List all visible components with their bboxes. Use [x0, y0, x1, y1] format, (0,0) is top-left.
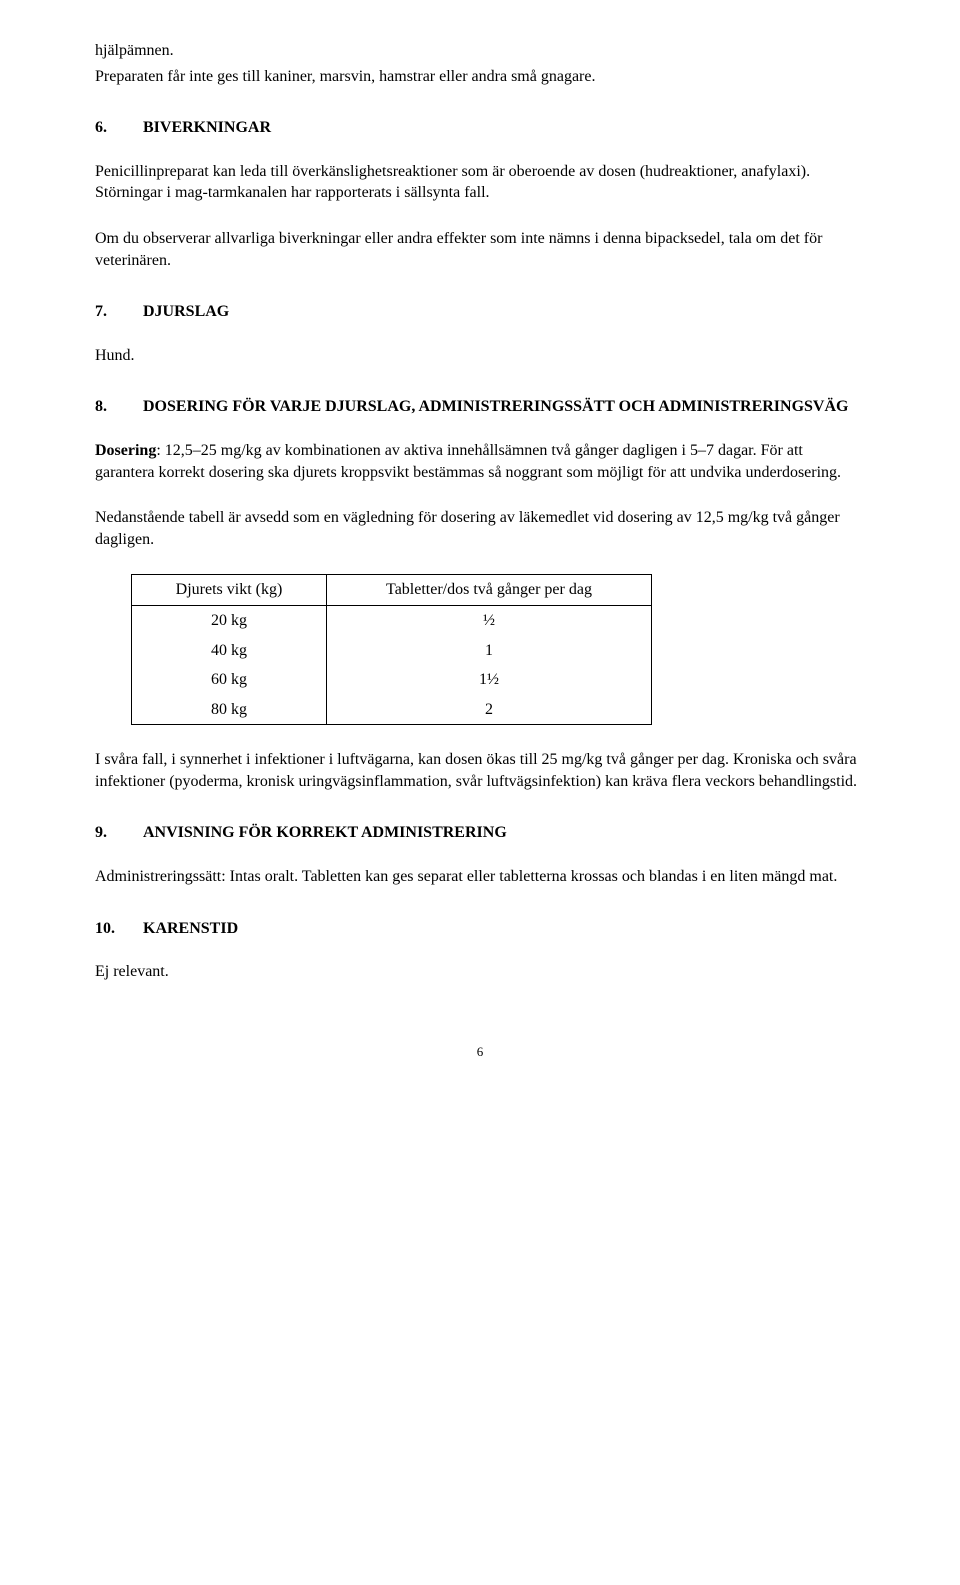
section-6-title: BIVERKNINGAR: [143, 117, 865, 139]
intro-line-1: hjälpämnen.: [95, 40, 865, 62]
dosage-table: Djurets vikt (kg) Tabletter/dos två gång…: [131, 574, 652, 725]
dosering-label: Dosering: [95, 442, 156, 459]
cell-dose: 2: [327, 695, 652, 725]
section-8-p3: I svåra fall, i synnerhet i infektioner …: [95, 749, 865, 792]
section-9-text: Administreringssätt: Intas oralt. Tablet…: [95, 866, 865, 888]
section-8-heading: 8. DOSERING FÖR VARJE DJURSLAG, ADMINIST…: [95, 396, 865, 418]
section-6-number: 6.: [95, 117, 143, 139]
section-7-body: Hund.: [95, 345, 865, 367]
section-9-title: ANVISNING FÖR KORREKT ADMINISTRERING: [143, 822, 865, 844]
table-row: 60 kg 1½: [132, 665, 652, 695]
cell-weight: 80 kg: [132, 695, 327, 725]
section-7-heading: 7. DJURSLAG: [95, 301, 865, 323]
table-row: 20 kg ½: [132, 605, 652, 635]
section-9-number: 9.: [95, 822, 143, 844]
section-8-p2: Nedanstående tabell är avsedd som en väg…: [95, 507, 865, 550]
section-8-p1: Dosering: 12,5–25 mg/kg av kombinationen…: [95, 440, 865, 483]
cell-dose: 1: [327, 636, 652, 666]
section-6-p1: Penicillinpreparat kan leda till överkän…: [95, 161, 865, 204]
col-header-weight: Djurets vikt (kg): [132, 575, 327, 606]
section-7-number: 7.: [95, 301, 143, 323]
cell-dose: 1½: [327, 665, 652, 695]
section-9-body: Administreringssätt: Intas oralt. Tablet…: [95, 866, 865, 888]
section-6-body-2: Om du observerar allvarliga biverkningar…: [95, 228, 865, 271]
col-header-dose: Tabletter/dos två gånger per dag: [327, 575, 652, 606]
cell-dose: ½: [327, 605, 652, 635]
table-row: 40 kg 1: [132, 636, 652, 666]
table-header-row: Djurets vikt (kg) Tabletter/dos två gång…: [132, 575, 652, 606]
section-10-title: KARENSTID: [143, 918, 865, 940]
section-8-p3-text: I svåra fall, i synnerhet i infektioner …: [95, 749, 865, 792]
dosering-rest: : 12,5–25 mg/kg av kombinationen av akti…: [95, 442, 841, 481]
intro-block: hjälpämnen. Preparaten får inte ges till…: [95, 40, 865, 87]
page-container: hjälpämnen. Preparaten får inte ges till…: [0, 0, 960, 1100]
section-6-body: Penicillinpreparat kan leda till överkän…: [95, 161, 865, 204]
section-7-title: DJURSLAG: [143, 301, 865, 323]
section-8-title: DOSERING FÖR VARJE DJURSLAG, ADMINISTRER…: [143, 396, 865, 418]
cell-weight: 60 kg: [132, 665, 327, 695]
section-10-number: 10.: [95, 918, 143, 940]
cell-weight: 40 kg: [132, 636, 327, 666]
section-8-p2-text: Nedanstående tabell är avsedd som en väg…: [95, 507, 865, 550]
section-9-heading: 9. ANVISNING FÖR KORREKT ADMINISTRERING: [95, 822, 865, 844]
intro-line-2: Preparaten får inte ges till kaniner, ma…: [95, 66, 865, 88]
section-8-number: 8.: [95, 396, 143, 418]
table-row: 80 kg 2: [132, 695, 652, 725]
page-number: 6: [95, 1043, 865, 1061]
section-10-body: Ej relevant.: [95, 961, 865, 983]
section-6-heading: 6. BIVERKNINGAR: [95, 117, 865, 139]
dosering-line: Dosering: 12,5–25 mg/kg av kombinationen…: [95, 440, 865, 483]
cell-weight: 20 kg: [132, 605, 327, 635]
section-6-p2: Om du observerar allvarliga biverkningar…: [95, 228, 865, 271]
section-10-heading: 10. KARENSTID: [95, 918, 865, 940]
